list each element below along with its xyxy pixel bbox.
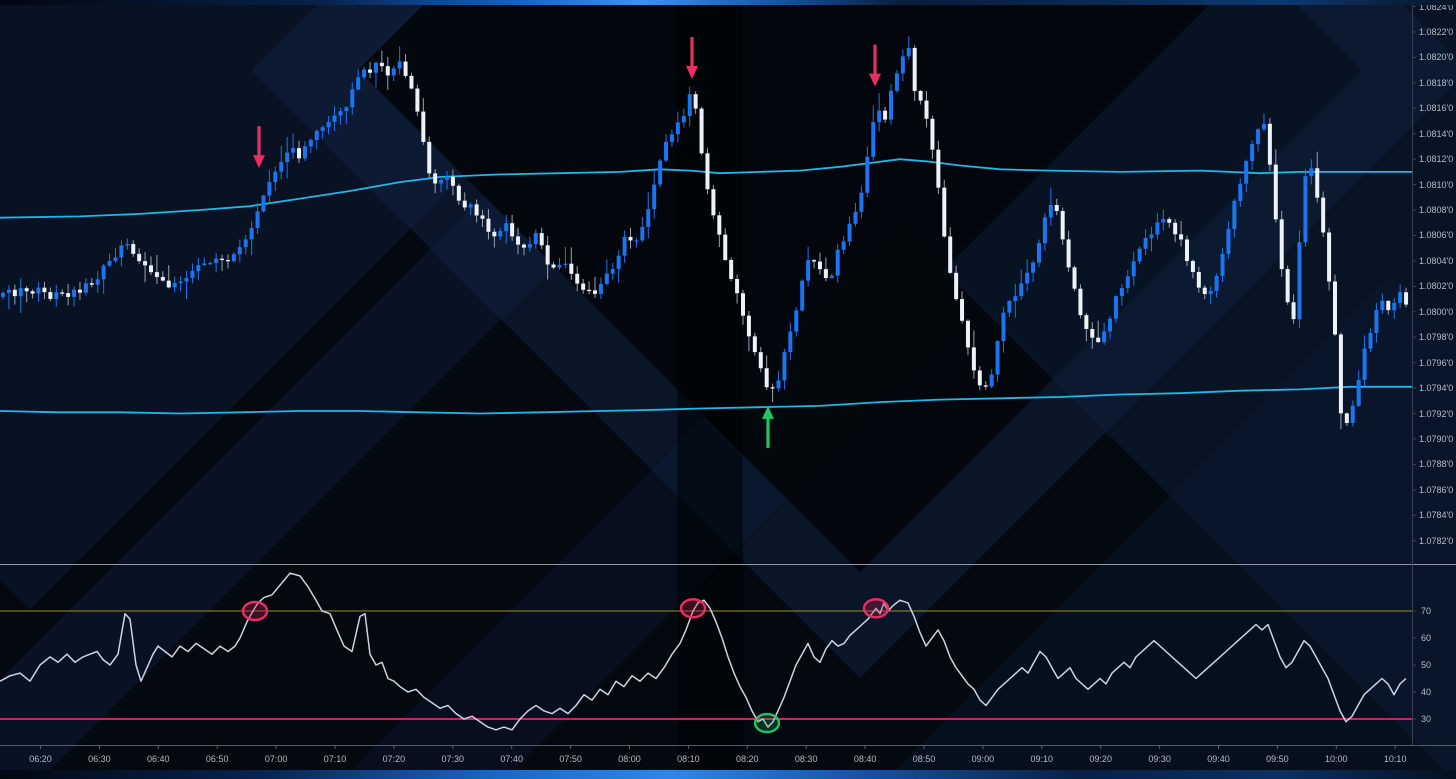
price-axis-label: 1.0788'0: [1419, 459, 1454, 470]
time-axis-label: 06:40: [147, 754, 170, 764]
price-axis-label: 1.0824'0: [1419, 1, 1454, 12]
buy-signal-arrow: [762, 405, 775, 448]
overbought-signal-circle: [679, 598, 707, 619]
sell-signal-arrow: [253, 126, 265, 169]
price-axis-label: 1.0804'0: [1419, 255, 1454, 266]
price-axis-label: 1.0822'0: [1419, 26, 1454, 37]
rsi-axis-label: 30: [1421, 714, 1432, 724]
price-axis-label: 1.0798'0: [1419, 332, 1454, 343]
price-axis-label: 1.0782'0: [1419, 535, 1454, 546]
price-axis-label: 1.0808'0: [1419, 205, 1454, 216]
rsi-axis-label: 60: [1421, 633, 1432, 643]
price-axis-label: 1.0802'0: [1419, 281, 1454, 292]
watermark-shape: [677, 0, 743, 770]
time-axis-label: 07:10: [323, 754, 347, 764]
overbought-signal-circle: [241, 600, 269, 622]
time-axis-label: 06:30: [88, 754, 111, 764]
price-axis-label: 1.0792'0: [1419, 408, 1454, 419]
time-axis-label: 07:50: [559, 754, 582, 764]
time-axis-label: 10:00: [1325, 754, 1348, 764]
rsi-axis-label: 40: [1421, 687, 1432, 697]
time-axis-label: 08:20: [736, 754, 759, 764]
time-axis-label: 09:00: [971, 754, 995, 764]
time-axis-label: 08:40: [853, 754, 877, 764]
price-axis-label: 1.0794'0: [1419, 383, 1454, 394]
top-glow-strip: [0, 0, 1456, 5]
time-axis-label: 08:30: [794, 754, 818, 764]
time-axis-label: 09:50: [1266, 754, 1289, 764]
time-axis-label: 09:30: [1148, 754, 1171, 764]
price-axis-label: 1.0814'0: [1419, 128, 1454, 139]
sell-signal-arrow: [869, 44, 882, 87]
sell-signal-arrow: [686, 37, 699, 80]
overbought-signal-circle: [862, 598, 890, 619]
time-axis-label: 06:50: [205, 754, 229, 764]
candlestick-series: [1, 36, 1409, 430]
time-axis-label: 06:20: [29, 754, 52, 764]
price-axis-label: 1.0820'0: [1419, 52, 1454, 63]
time-axis-label: 10:10: [1383, 754, 1407, 764]
time-axis-label: 08:00: [618, 754, 641, 764]
time-axis-label: 08:50: [912, 754, 936, 764]
rsi-line: [0, 572, 1407, 731]
bottom-glow-strip: [0, 770, 1456, 779]
price-signal-markers: [253, 37, 882, 448]
price-axis-label: 1.0784'0: [1419, 510, 1454, 521]
upper-band-line: [0, 158, 1412, 219]
time-axis-label: 09:40: [1207, 754, 1230, 764]
price-axis-label: 1.0818'0: [1419, 77, 1454, 88]
price-axis-label: 1.0796'0: [1419, 357, 1454, 368]
oversold-signal-circle: [753, 712, 781, 734]
price-axis-label: 1.0810'0: [1419, 179, 1454, 190]
rsi-axis-label: 70: [1421, 606, 1432, 616]
price-axis-label: 1.0800'0: [1419, 306, 1454, 317]
time-axis-label: 09:10: [1030, 754, 1054, 764]
price-axis-label: 1.0816'0: [1419, 103, 1454, 114]
lower-band-line: [0, 385, 1412, 415]
time-axis-label: 09:20: [1089, 754, 1112, 764]
time-axis-label: 08:10: [677, 754, 700, 764]
time-axis-label: 07:00: [264, 754, 288, 764]
price-axis-label: 1.0786'0: [1419, 484, 1454, 495]
price-axis-label: 1.0806'0: [1419, 230, 1454, 241]
rsi-axis-label: 50: [1421, 660, 1432, 670]
price-axis-label: 1.0790'0: [1419, 433, 1454, 444]
time-axis-label: 07:20: [382, 754, 406, 764]
time-axis-label: 07:30: [441, 754, 465, 764]
price-pane[interactable]: [0, 36, 1412, 430]
price-axis-label: 1.0812'0: [1419, 154, 1454, 165]
time-axis-label: 07:40: [500, 754, 523, 764]
rsi-pane[interactable]: [0, 572, 1412, 734]
